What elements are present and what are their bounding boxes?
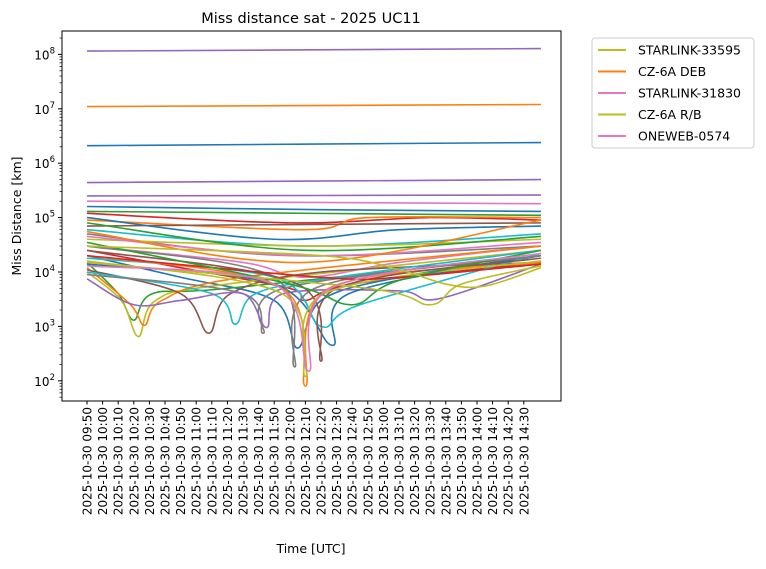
y-tick-base: 10 [34, 320, 49, 334]
legend-box [591, 37, 755, 149]
x-tick-label: 2025-10-30 12:30 [330, 407, 344, 515]
series-line-29 [86, 254, 542, 387]
x-tick-label: 2025-10-30 11:00 [190, 407, 204, 515]
legend-label: CZ-6A DEB [638, 64, 706, 79]
legend: STARLINK-33595 CZ-6A DEB STARLINK-31830 CZ-… [591, 37, 755, 149]
x-tick-label: 2025-10-30 11:20 [221, 407, 235, 515]
plot-lines [86, 47, 542, 387]
x-tick-label: 2025-10-30 13:20 [408, 407, 422, 515]
y-tick-base: 10 [34, 375, 49, 389]
y-tick-exponent: 4 [50, 264, 55, 274]
series-line-oneweb-0574 [86, 252, 542, 373]
x-tick-label: 2025-10-30 12:50 [361, 407, 375, 515]
x-tick-label: 2025-10-30 13:30 [424, 407, 438, 515]
x-axis-label: Time [UTC] [275, 541, 345, 556]
y-tick-base: 10 [34, 48, 49, 62]
series-line-10 [86, 222, 541, 227]
legend-label: CZ-6A R/B [638, 107, 702, 122]
x-tick-label: 2025-10-30 09:50 [81, 407, 95, 515]
series-line-3 [86, 178, 541, 184]
series-line-31 [86, 260, 542, 378]
series-line-23 [86, 249, 542, 325]
x-tick-label: 2025-10-30 12:40 [346, 407, 360, 515]
y-tick-label: 107 [34, 101, 55, 117]
chart-title: Miss distance sat - 2025 UC11 [201, 11, 421, 27]
x-tick-label: 2025-10-30 13:00 [377, 407, 391, 515]
y-tick-label: 105 [34, 210, 55, 226]
series-line-25 [86, 263, 542, 329]
series-line-6 [86, 205, 541, 213]
y-axis-label: Miss Distance [km] [9, 156, 24, 275]
x-tick-label: 2025-10-30 12:10 [299, 407, 313, 515]
series-line-15 [86, 222, 542, 252]
x-tick-label: 2025-10-30 12:00 [283, 407, 297, 515]
series-line-cz-6a-r-b [86, 261, 542, 306]
series-line-14 [86, 216, 541, 241]
y-tick-exponent: 2 [50, 373, 55, 383]
x-tick-label: 2025-10-30 14:20 [502, 407, 516, 515]
x-tick-label: 2025-10-30 11:50 [268, 407, 282, 515]
series-line-5 [86, 200, 541, 205]
y-tick-label: 103 [34, 318, 55, 334]
x-tick-label: 2025-10-30 11:30 [237, 407, 251, 515]
series-line-2 [86, 141, 541, 147]
series-line-16 [86, 245, 542, 279]
x-tick-label: 2025-10-30 14:00 [471, 407, 485, 515]
y-tick-base: 10 [34, 157, 49, 171]
y-tick-exponent: 8 [50, 46, 55, 56]
y-tick-exponent: 3 [50, 318, 55, 328]
series-line-30 [86, 249, 542, 362]
series-line-32 [86, 254, 542, 281]
x-tick-label: 2025-10-30 11:40 [252, 407, 266, 515]
series-line-33 [86, 241, 542, 306]
series-line-cz-6a-deb [86, 219, 542, 264]
x-tick-label: 2025-10-30 10:50 [174, 407, 188, 515]
y-tick-exponent: 5 [50, 210, 55, 220]
y-tick-exponent: 7 [50, 101, 55, 111]
x-tick-label: 2025-10-30 13:40 [439, 407, 453, 515]
x-tick-label: 2025-10-30 14:10 [486, 407, 500, 515]
legend-label: ONEWEB-0574 [638, 129, 730, 144]
series-line-21 [86, 245, 542, 327]
x-tick-label: 2025-10-30 10:40 [159, 407, 173, 515]
series-line-4 [86, 194, 541, 197]
y-tick-label: 102 [34, 373, 55, 389]
y-tick-label: 104 [34, 264, 55, 280]
legend-label: STARLINK-33595 [638, 43, 741, 58]
y-tick-label: 106 [34, 155, 55, 171]
y-tick-exponent: 6 [50, 155, 55, 165]
axes-frame [61, 30, 562, 402]
x-tick-label: 2025-10-30 14:30 [517, 407, 531, 515]
x-tick-label: 2025-10-30 10:10 [112, 407, 126, 515]
y-tick-base: 10 [34, 103, 49, 117]
y-tick-base: 10 [34, 266, 49, 280]
series-line-7 [86, 210, 541, 217]
x-tick-label: 2025-10-30 10:00 [96, 407, 110, 515]
series-line-1 [86, 103, 541, 108]
y-tick-base: 10 [34, 212, 49, 226]
x-tick-label: 2025-10-30 10:20 [127, 407, 141, 515]
x-tick-label: 2025-10-30 13:50 [455, 407, 469, 515]
x-tick-label: 2025-10-30 13:10 [393, 407, 407, 515]
x-axis-ticks: 2025-10-30 09:50 2025-10-30 10:00 2025-10-… [81, 401, 531, 515]
legend-label: STARLINK-31830 [638, 86, 741, 101]
y-tick-label: 108 [34, 46, 55, 62]
x-tick-label: 2025-10-30 12:20 [315, 407, 329, 515]
x-tick-label: 2025-10-30 11:10 [205, 407, 219, 515]
x-tick-label: 2025-10-30 10:30 [143, 407, 157, 515]
series-line-0 [86, 47, 541, 52]
series-line-starlink-33595 [86, 245, 542, 289]
